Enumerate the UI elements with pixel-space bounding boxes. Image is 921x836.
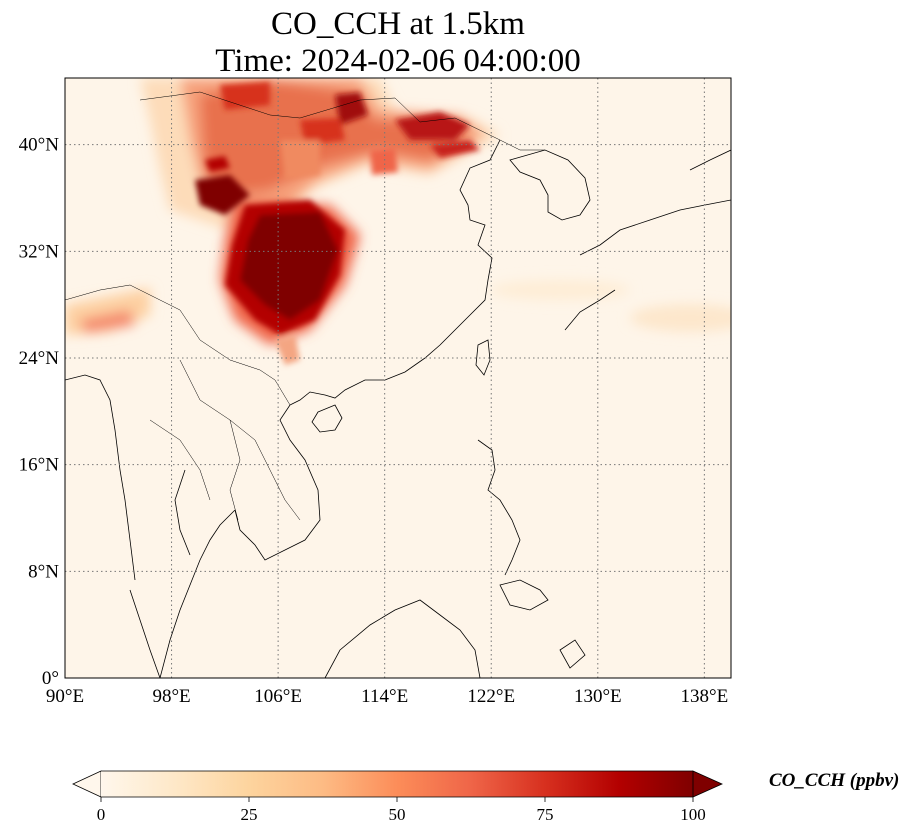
lon-tick-label: 106°E bbox=[254, 686, 302, 707]
lon-tick-label: 98°E bbox=[152, 686, 190, 707]
longitude-labels: 90°E 98°E 106°E 114°E 122°E 130°E 138°E bbox=[46, 686, 728, 707]
colorbar-extend-max bbox=[692, 770, 723, 798]
colorbar-extend-min bbox=[72, 770, 102, 798]
map-frame bbox=[64, 77, 732, 679]
lat-tick-label: 40°N bbox=[19, 135, 60, 156]
colorbar-tick-label: 25 bbox=[240, 805, 258, 824]
colorbar-gradient bbox=[101, 771, 693, 797]
lon-tick-label: 114°E bbox=[361, 686, 408, 707]
colorbar-tick-label: 100 bbox=[680, 805, 706, 824]
lat-tick-label: 16°N bbox=[19, 455, 60, 476]
lat-tick-label: 32°N bbox=[19, 241, 60, 262]
map-subtitle-time: Time: 2024-02-06 04:00:00 bbox=[215, 43, 581, 79]
colorbar-ticks bbox=[100, 797, 694, 802]
colorbar bbox=[72, 770, 723, 802]
colorbar-label: CO_CCH (ppbv) bbox=[769, 770, 900, 791]
colorbar-tick-label: 50 bbox=[388, 805, 406, 824]
lat-tick-label: 8°N bbox=[28, 561, 59, 582]
lon-tick-label: 122°E bbox=[467, 686, 515, 707]
gridlines bbox=[65, 78, 731, 678]
lon-tick-label: 90°E bbox=[46, 686, 84, 707]
colorbar-tick-label: 0 bbox=[96, 805, 106, 824]
latitude-labels: 0° 8°N 16°N 24°N 32°N 40°N bbox=[19, 135, 60, 689]
lat-tick-label: 24°N bbox=[19, 348, 60, 369]
colorbar-tick-label: 75 bbox=[536, 805, 554, 824]
lon-tick-label: 130°E bbox=[574, 686, 622, 707]
country-borders bbox=[65, 91, 545, 521]
coastlines bbox=[65, 139, 731, 678]
map-title: CO_CCH at 1.5km bbox=[271, 6, 525, 42]
co-concentration-field bbox=[65, 78, 731, 365]
lon-tick-label: 138°E bbox=[681, 686, 729, 707]
lat-tick-label: 0° bbox=[42, 668, 59, 689]
